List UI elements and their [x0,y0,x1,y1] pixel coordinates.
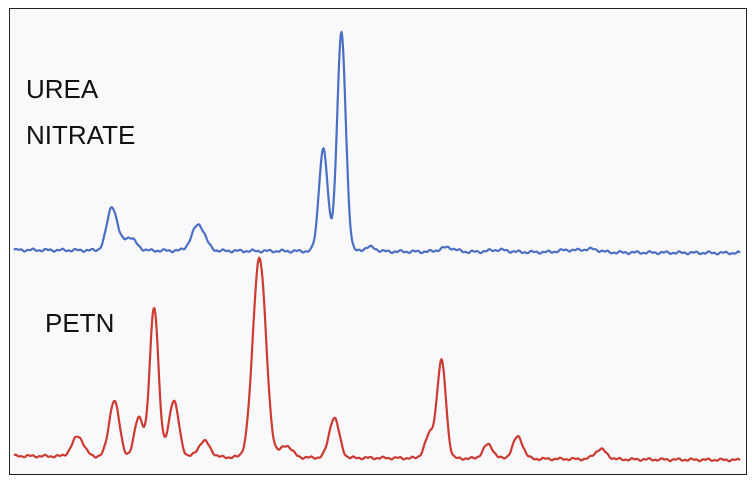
petn-label: PETN [45,308,114,338]
petn-trace [13,256,741,463]
series-urea-nitrate: UREA NITRATE [13,30,741,256]
urea-nitrate-label-line-2: NITRATE [26,120,135,150]
urea-nitrate-label-line-1: UREA [26,74,99,104]
chart-frame [9,8,747,475]
urea-nitrate-trace [13,30,741,256]
series-petn: PETN [13,256,741,463]
